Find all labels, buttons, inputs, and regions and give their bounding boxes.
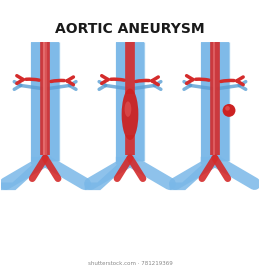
Circle shape [223, 104, 236, 117]
Text: shutterstock.com · 781219369: shutterstock.com · 781219369 [88, 261, 172, 266]
Polygon shape [116, 42, 144, 160]
Circle shape [225, 106, 230, 111]
Ellipse shape [125, 101, 131, 117]
Polygon shape [31, 42, 59, 160]
Text: AORTIC ANEURYSM: AORTIC ANEURYSM [55, 22, 205, 36]
Ellipse shape [122, 88, 138, 140]
Polygon shape [201, 42, 229, 160]
